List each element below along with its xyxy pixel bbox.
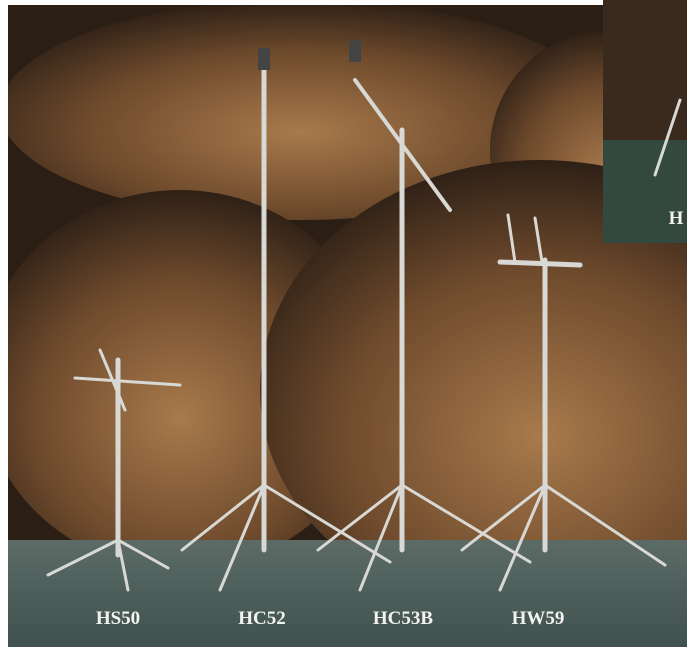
photo: H HS50 HC52 HC53B HW59 bbox=[0, 0, 687, 647]
stand-label: HS50 bbox=[96, 608, 140, 629]
inset: H bbox=[603, 0, 687, 243]
stand-label: HW59 bbox=[512, 608, 565, 629]
inset-label: H bbox=[669, 208, 684, 229]
stand-label: HC52 bbox=[238, 608, 286, 629]
background bbox=[0, 0, 687, 647]
stand-label: HC53B bbox=[373, 608, 434, 629]
